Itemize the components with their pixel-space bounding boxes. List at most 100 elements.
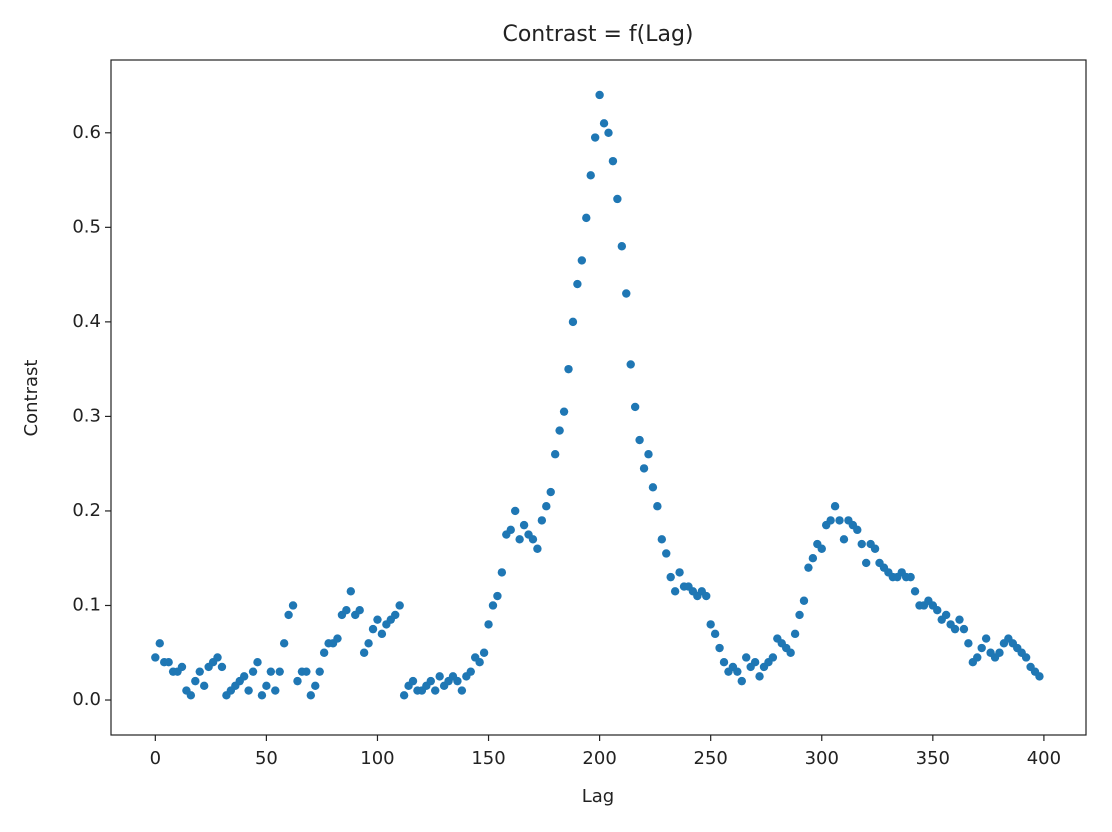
point xyxy=(284,610,293,620)
point xyxy=(737,676,746,686)
point xyxy=(488,601,498,610)
x-tick-label: 100 xyxy=(360,748,394,769)
point xyxy=(199,681,209,691)
point xyxy=(346,587,356,596)
point xyxy=(662,549,671,558)
point xyxy=(457,686,467,695)
point xyxy=(568,317,578,327)
point xyxy=(515,535,524,544)
point xyxy=(906,572,915,582)
point xyxy=(306,691,316,700)
point xyxy=(666,572,675,582)
point xyxy=(195,667,204,676)
point xyxy=(826,516,835,525)
point xyxy=(670,587,680,596)
point xyxy=(364,639,373,648)
point xyxy=(964,639,973,648)
y-axis-label: Contrast xyxy=(21,360,42,437)
point xyxy=(910,587,920,596)
point xyxy=(835,516,844,525)
point xyxy=(755,672,764,681)
point xyxy=(466,667,475,676)
point xyxy=(266,667,276,676)
point xyxy=(333,634,342,643)
x-tick-label: 400 xyxy=(1027,748,1061,769)
y-tick-label: 0.5 xyxy=(72,216,101,237)
x-tick-label: 150 xyxy=(471,748,505,769)
point xyxy=(151,653,160,662)
point xyxy=(564,364,573,374)
point xyxy=(635,435,644,445)
x-tick-label: 350 xyxy=(916,748,950,769)
point xyxy=(768,653,778,662)
point xyxy=(786,648,795,657)
point xyxy=(288,601,298,610)
point xyxy=(275,667,284,676)
point xyxy=(542,502,551,511)
point xyxy=(533,544,542,553)
point xyxy=(1021,653,1031,662)
y-tick-label: 0.2 xyxy=(72,500,101,521)
point xyxy=(804,563,813,572)
point xyxy=(311,681,320,691)
point xyxy=(453,676,462,686)
y-tick-label: 0.3 xyxy=(72,405,101,426)
point xyxy=(484,620,493,629)
point xyxy=(599,119,609,128)
point xyxy=(408,676,418,686)
point xyxy=(861,558,871,568)
point xyxy=(426,676,435,686)
point xyxy=(857,539,866,549)
point xyxy=(271,686,280,695)
y-tick-label: 0.0 xyxy=(72,689,101,710)
x-axis-label: Lag xyxy=(582,786,614,807)
point xyxy=(657,535,667,544)
point xyxy=(981,634,991,643)
point xyxy=(839,535,849,544)
point xyxy=(217,662,227,672)
point xyxy=(186,691,196,700)
point xyxy=(795,610,804,620)
y-tick-label: 0.4 xyxy=(72,311,101,332)
point xyxy=(644,450,653,459)
point xyxy=(155,639,164,648)
point xyxy=(368,624,378,634)
point xyxy=(626,360,635,369)
point xyxy=(808,554,818,563)
point xyxy=(648,483,658,492)
point xyxy=(817,544,826,553)
point xyxy=(853,525,862,535)
chart-title: Contrast = f(Lag) xyxy=(502,22,693,47)
point xyxy=(342,606,351,615)
point xyxy=(955,615,964,624)
x-tick-label: 250 xyxy=(694,748,728,769)
point xyxy=(559,407,569,416)
point xyxy=(710,629,720,639)
point xyxy=(510,506,520,516)
point xyxy=(830,502,840,511)
point xyxy=(973,653,982,662)
point xyxy=(586,171,595,180)
point xyxy=(613,194,622,204)
y-tick-label: 0.6 xyxy=(72,122,101,143)
point xyxy=(742,653,751,662)
point xyxy=(257,691,267,700)
point xyxy=(959,624,969,634)
plot-frame xyxy=(110,59,1087,736)
point xyxy=(399,691,409,700)
point xyxy=(546,487,555,497)
point xyxy=(248,667,258,676)
point xyxy=(213,653,222,662)
point xyxy=(639,464,649,473)
point xyxy=(239,672,249,681)
point xyxy=(431,686,440,695)
point xyxy=(582,213,591,223)
point xyxy=(475,658,484,667)
point xyxy=(595,90,604,100)
point xyxy=(377,629,387,639)
point xyxy=(608,156,618,166)
point xyxy=(359,648,369,657)
point xyxy=(750,658,760,667)
